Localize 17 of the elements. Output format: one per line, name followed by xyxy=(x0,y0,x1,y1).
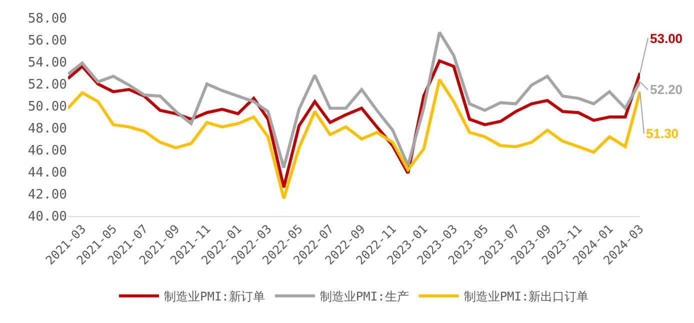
y-tick-label: 40.00 xyxy=(28,210,67,225)
y-tick-label: 54.00 xyxy=(28,56,67,71)
data-label: 51.30 xyxy=(646,126,679,141)
y-tick-label: 46.00 xyxy=(28,144,67,159)
y-tick-label: 58.00 xyxy=(28,12,67,27)
y-tick-label: 44.00 xyxy=(28,166,67,181)
data-label: 52.20 xyxy=(650,82,683,97)
y-tick-label: 52.00 xyxy=(28,78,67,93)
y-tick-label: 48.00 xyxy=(28,122,67,137)
y-tick-label: 56.00 xyxy=(28,34,67,49)
legend-label: 制造业PMI:新出口订单 xyxy=(464,290,589,304)
legend-label: 制造业PMI:生产 xyxy=(320,290,409,304)
y-tick-label: 42.00 xyxy=(28,188,67,203)
data-label: 53.00 xyxy=(650,31,683,46)
legend-label: 制造业PMI:新订单 xyxy=(164,290,265,304)
y-tick-label: 50.00 xyxy=(28,100,67,115)
line-series xyxy=(68,78,640,200)
